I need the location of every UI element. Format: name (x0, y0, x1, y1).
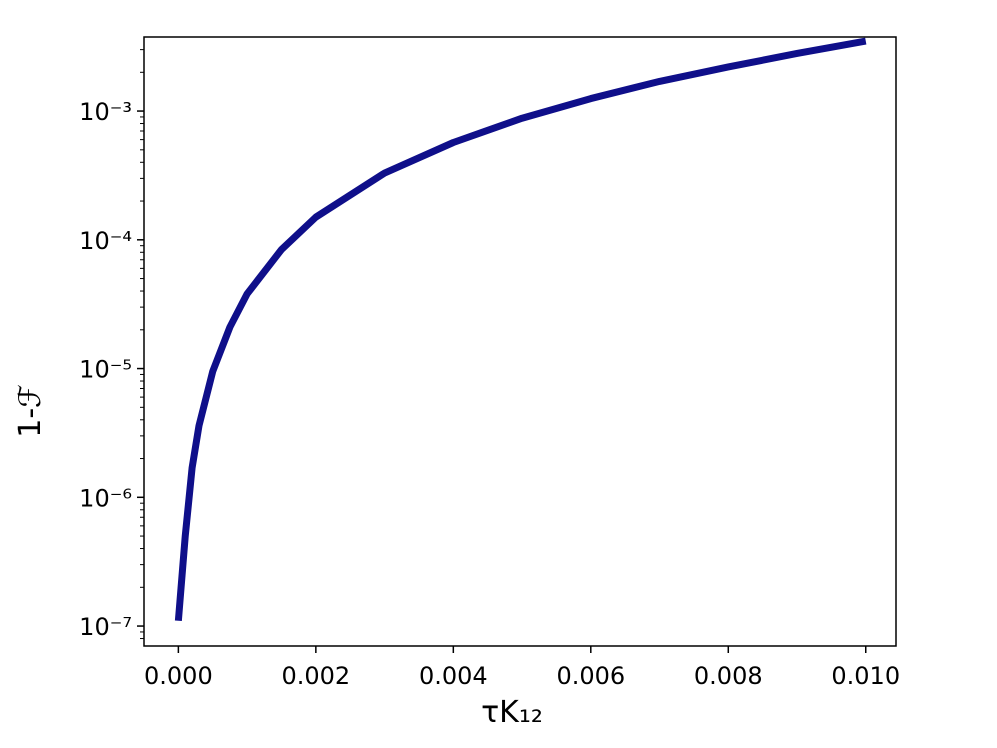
x-tick-label: 0.006 (556, 662, 625, 690)
y-tick-label: 10⁻³ (79, 98, 132, 126)
x-axis-label: τK₁₂ (481, 695, 543, 730)
y-tick-label: 10⁻⁴ (79, 227, 132, 255)
y-tick-label: 10⁻⁷ (79, 613, 132, 641)
y-axis-label: 1-ℱ (13, 384, 48, 438)
plot-frame (143, 36, 897, 647)
y-tick-label: 10⁻⁵ (79, 356, 132, 384)
line-series (174, 37, 867, 622)
x-tick-label: 0.002 (281, 662, 350, 690)
y-tick-label: 10⁻⁶ (79, 484, 132, 512)
x-tick-label: 0.004 (419, 662, 488, 690)
x-tick-label: 0.000 (144, 662, 213, 690)
x-tick-label: 0.010 (831, 662, 900, 690)
x-tick-label: 0.008 (694, 662, 763, 690)
